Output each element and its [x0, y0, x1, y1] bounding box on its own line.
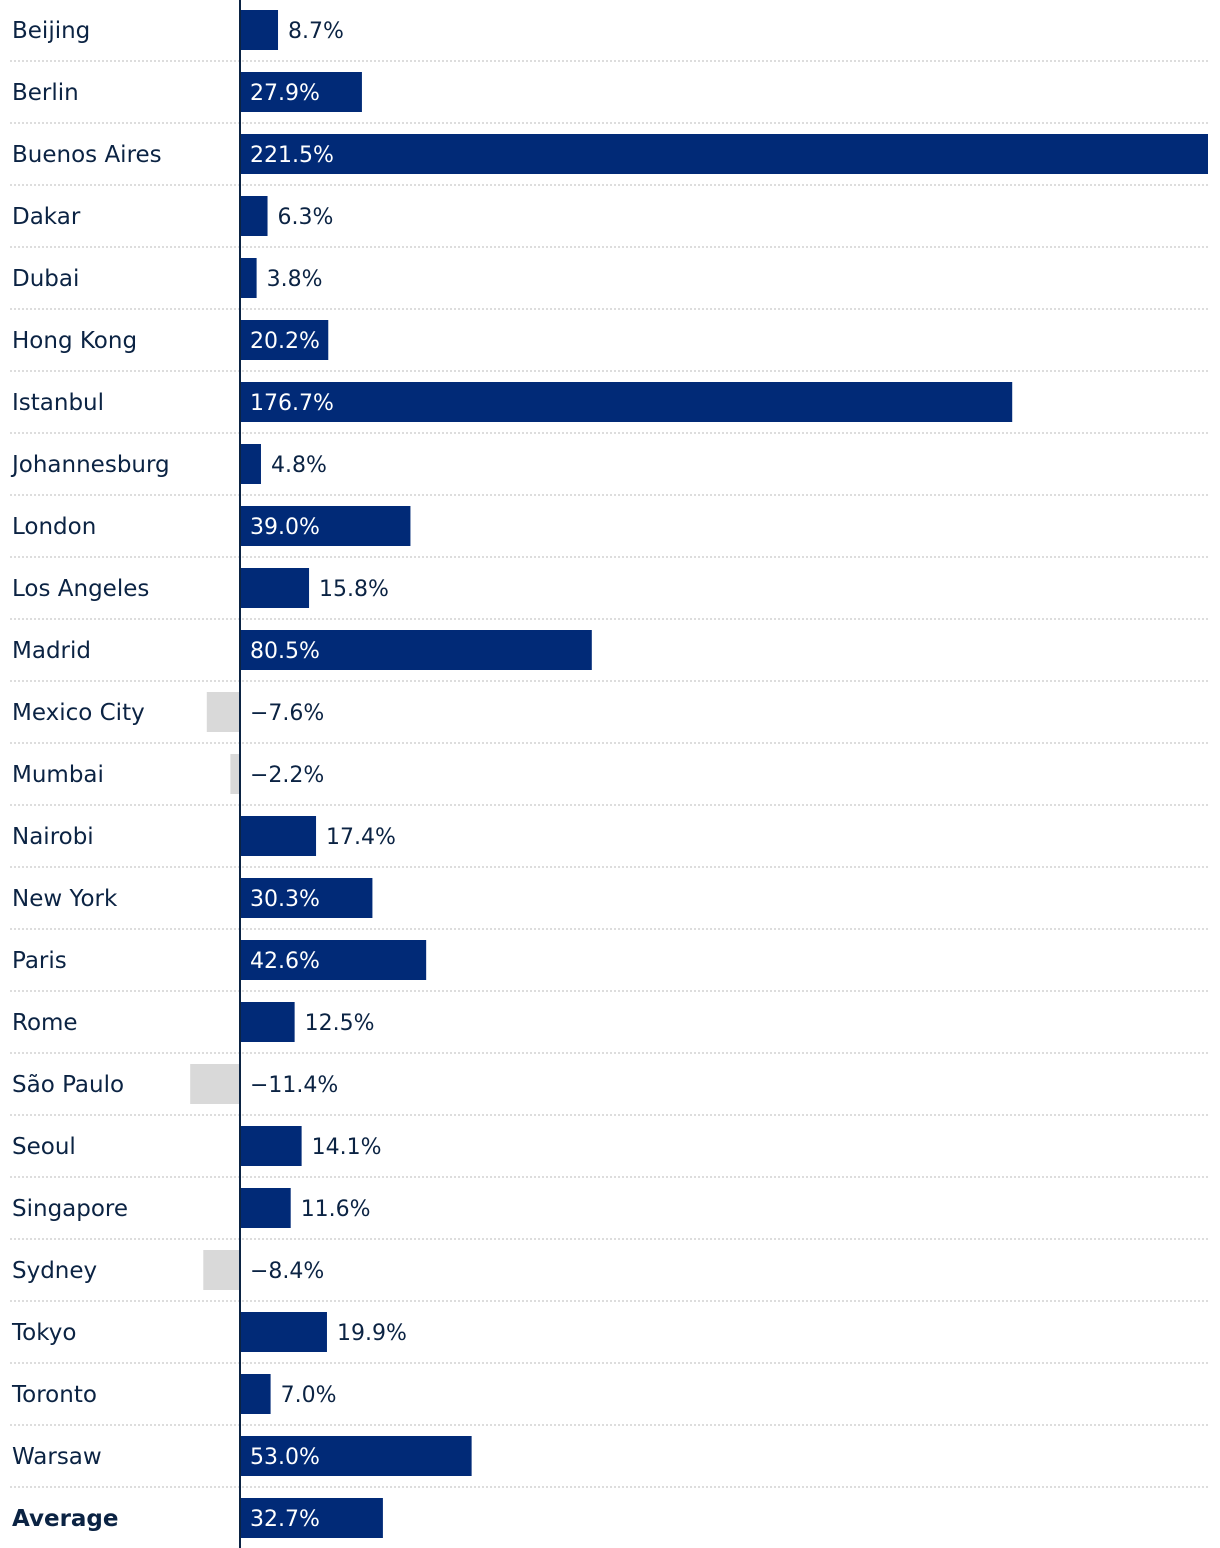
value-label: 20.2%	[250, 329, 320, 354]
category-label: London	[12, 514, 96, 540]
bar	[240, 506, 411, 546]
bar	[240, 1126, 302, 1166]
bar	[240, 382, 1013, 422]
category-label: Los Angeles	[12, 576, 149, 602]
bar	[206, 692, 240, 732]
bar	[240, 1498, 383, 1538]
value-label: 3.8%	[267, 267, 323, 292]
category-label: Tokyo	[11, 1320, 76, 1346]
category-label: Singapore	[12, 1196, 128, 1222]
category-label: Hong Kong	[12, 328, 137, 354]
category-label: Toronto	[11, 1382, 97, 1408]
category-label: Mumbai	[12, 762, 104, 788]
value-label: 17.4%	[326, 825, 396, 850]
value-label: 53.0%	[250, 1445, 320, 1470]
bar	[190, 1064, 240, 1104]
value-label: 221.5%	[250, 143, 334, 168]
bar	[240, 940, 427, 980]
category-label: Madrid	[12, 638, 91, 664]
bar	[230, 754, 240, 794]
category-label: Average	[12, 1506, 119, 1532]
bar	[240, 1002, 295, 1042]
value-label: −8.4%	[250, 1259, 324, 1284]
value-label: 8.7%	[288, 19, 344, 44]
value-label: 32.7%	[250, 1507, 320, 1532]
value-label: 19.9%	[337, 1321, 407, 1346]
value-label: 6.3%	[278, 205, 334, 230]
value-label: 7.0%	[281, 1383, 337, 1408]
bar	[240, 630, 592, 670]
category-label: Beijing	[12, 18, 90, 44]
value-label: −7.6%	[250, 701, 324, 726]
category-label: Sydney	[12, 1258, 97, 1284]
bar	[240, 1312, 327, 1352]
value-label: −2.2%	[250, 763, 324, 788]
category-label: Mexico City	[12, 700, 145, 726]
category-label: São Paulo	[12, 1072, 124, 1098]
category-label: New York	[12, 886, 118, 912]
value-label: 14.1%	[312, 1135, 382, 1160]
category-label: Johannesburg	[10, 452, 170, 478]
category-label: Rome	[12, 1010, 78, 1036]
value-label: 30.3%	[250, 887, 320, 912]
category-label: Nairobi	[12, 824, 94, 850]
value-label: 80.5%	[250, 639, 320, 664]
bar	[240, 1188, 291, 1228]
bar	[240, 816, 317, 856]
category-label: Berlin	[12, 80, 79, 106]
value-label: 11.6%	[301, 1197, 371, 1222]
value-label: 39.0%	[250, 515, 320, 540]
value-label: 176.7%	[250, 391, 334, 416]
category-label: Warsaw	[12, 1444, 102, 1470]
bar	[240, 10, 279, 50]
bar	[240, 134, 1208, 174]
category-label: Paris	[12, 948, 67, 974]
bar	[240, 878, 373, 918]
bar	[240, 568, 310, 608]
bar	[240, 444, 261, 484]
category-label: Dubai	[12, 266, 79, 292]
value-label: −11.4%	[250, 1073, 338, 1098]
category-label: Istanbul	[12, 390, 104, 416]
category-label: Buenos Aires	[12, 142, 162, 168]
bar	[240, 258, 257, 298]
value-label: 12.5%	[305, 1011, 375, 1036]
value-label: 4.8%	[271, 453, 327, 478]
bar	[240, 1374, 271, 1414]
value-label: 27.9%	[250, 81, 320, 106]
bar	[240, 196, 268, 236]
bar	[240, 72, 362, 112]
value-label: 15.8%	[319, 577, 389, 602]
category-label: Dakar	[12, 204, 81, 230]
bar	[240, 320, 329, 360]
value-label: 42.6%	[250, 949, 320, 974]
bar	[203, 1250, 240, 1290]
bar	[240, 1436, 472, 1476]
category-label: Seoul	[12, 1134, 76, 1160]
